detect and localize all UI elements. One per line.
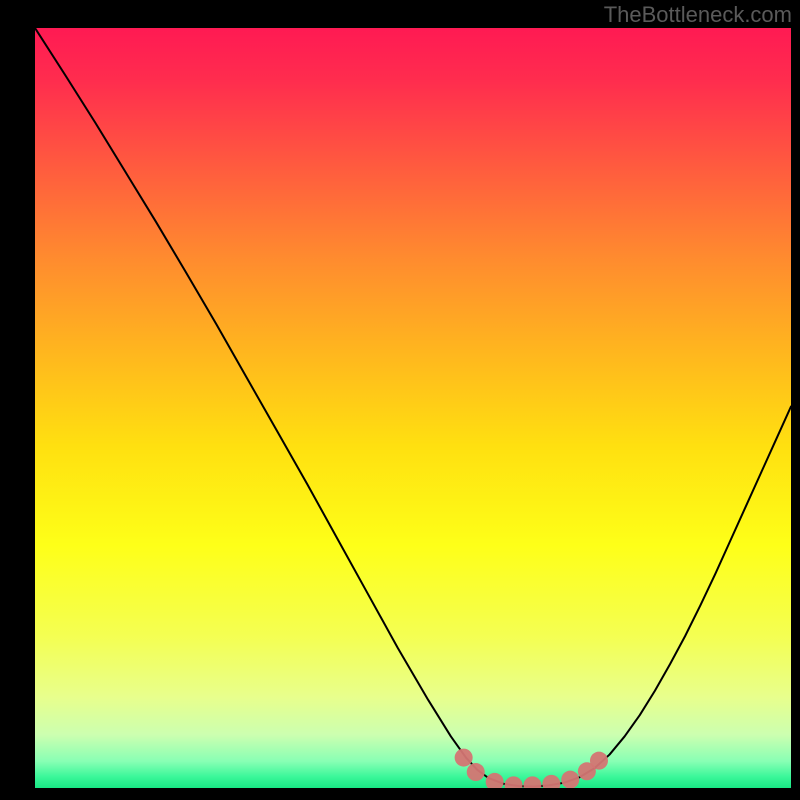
data-marker [467,763,485,781]
chart-container: TheBottleneck.com [0,0,800,800]
data-marker [561,771,579,788]
data-marker [590,752,608,770]
chart-svg [35,28,791,788]
data-marker [455,749,473,767]
watermark-text: TheBottleneck.com [604,2,792,28]
